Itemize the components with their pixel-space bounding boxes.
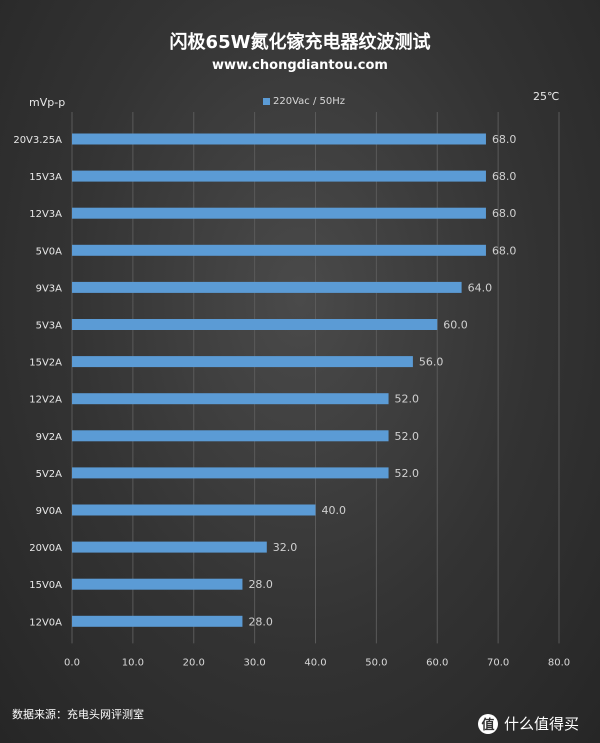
data-label: 28.0 [248,615,273,628]
bar [72,467,389,479]
y-tick-label: 9V0A [36,506,63,517]
watermark: 值 什么值得买 [478,713,579,734]
y-tick-label: 5V0A [36,246,63,257]
data-label: 68.0 [492,133,517,146]
data-label: 64.0 [468,281,493,294]
chart-subtitle: www.chongdiantou.com [212,58,388,73]
bar [72,207,486,219]
y-tick-label: 9V3A [36,283,63,294]
data-label: 52.0 [395,393,420,406]
legend-swatch [263,98,270,105]
y-tick-label: 15V0A [29,580,62,591]
bar [72,356,413,368]
data-label: 68.0 [492,207,517,220]
data-label: 52.0 [395,430,420,443]
bar [72,615,243,627]
y-tick-label: 5V2A [36,469,63,480]
data-label: 40.0 [322,504,347,517]
y-tick-label: 9V2A [36,432,63,443]
y-tick-label: 12V0A [29,617,62,628]
data-label: 56.0 [419,356,444,369]
y-axis-label: mVp-p [29,96,66,109]
legend-label: 220Vac / 50Hz [273,96,345,107]
data-label: 28.0 [248,578,273,591]
bar [72,133,486,145]
x-tick-label: 60.0 [426,657,448,668]
x-tick-label: 50.0 [365,657,387,668]
bar [72,504,316,516]
bar [72,244,486,256]
y-tick-label: 5V3A [36,321,63,332]
bar [72,578,243,590]
y-tick-label: 20V0A [29,543,62,554]
bar [72,281,462,293]
data-label: 68.0 [492,244,517,257]
x-tick-label: 80.0 [548,657,570,668]
chart-title: 闪极65W氮化镓充电器纹波测试 [169,32,431,53]
x-tick-label: 20.0 [183,657,205,668]
x-tick-label: 40.0 [304,657,326,668]
data-source-note: 数据来源：充电头网评测室 [12,708,144,721]
data-label: 52.0 [395,467,420,480]
legend: 220Vac / 50Hz [263,96,345,107]
data-label: 32.0 [273,541,298,554]
watermark-icon: 值 [478,713,498,734]
bar [72,393,389,405]
watermark-text: 什么值得买 [504,715,580,733]
x-tick-label: 70.0 [487,657,509,668]
y-tick-label: 15V2A [29,358,62,369]
y-tick-label: 15V3A [29,172,62,183]
y-tick-label: 12V3A [29,209,62,220]
y-tick-label: 12V2A [29,395,62,406]
y-tick-label: 20V3.25A [13,135,62,146]
bar [72,541,267,553]
x-tick-label: 0.0 [64,657,80,668]
bar [72,170,486,182]
x-tick-label: 30.0 [243,657,265,668]
bar [72,319,438,330]
x-tick-label: 10.0 [122,657,144,668]
temperature-annotation: 25℃ [533,90,560,103]
bar [72,430,389,442]
data-label: 60.0 [443,319,468,332]
data-label: 68.0 [492,170,517,183]
